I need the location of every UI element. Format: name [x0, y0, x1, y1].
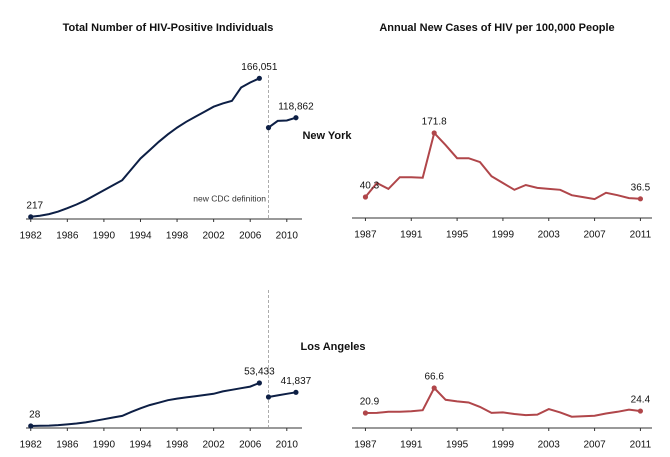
- data-label: 66.6: [424, 372, 444, 383]
- x-tick-label: 1982: [20, 440, 43, 451]
- x-tick-label: 2003: [538, 230, 561, 241]
- data-label: 171.8: [422, 117, 447, 128]
- marker: [265, 394, 272, 400]
- marker: [431, 130, 437, 136]
- data-label: 28: [29, 410, 41, 421]
- data-label: 36.5: [631, 182, 651, 193]
- x-tick-label: 2010: [276, 231, 299, 242]
- data-label: 118,862: [278, 101, 314, 112]
- x-tick-label: 2007: [583, 230, 606, 241]
- x-tick-label: 2011: [630, 440, 652, 451]
- marker: [293, 389, 299, 395]
- line: [30, 382, 260, 427]
- data-label: 53,433: [244, 367, 275, 378]
- marker: [265, 125, 272, 131]
- x-tick-label: 2002: [203, 231, 226, 242]
- x-tick-label: 1994: [129, 231, 152, 242]
- data-label: 41,837: [281, 376, 312, 387]
- marker: [28, 423, 34, 429]
- data-label: 24.4: [631, 395, 651, 406]
- marker: [637, 408, 644, 414]
- x-tick-label: 2007: [583, 440, 606, 451]
- x-tick-label: 2006: [239, 231, 262, 242]
- x-tick-label: 1998: [166, 440, 189, 451]
- marker: [362, 194, 369, 200]
- data-label: 20.9: [360, 397, 380, 408]
- chart-title: Annual New Cases of HIV per 100,000 Peop…: [379, 22, 614, 34]
- marker: [256, 380, 262, 386]
- marker: [28, 214, 34, 220]
- marker: [362, 410, 369, 416]
- x-tick-label: 1995: [446, 440, 469, 451]
- x-tick-label: 2010: [276, 440, 299, 451]
- row-label: Los Angeles: [301, 341, 366, 353]
- x-tick-label: 1999: [492, 440, 515, 451]
- marker: [293, 115, 299, 121]
- x-tick-label: 1986: [56, 440, 79, 451]
- x-tick-label: 1994: [129, 440, 152, 451]
- marker: [431, 385, 437, 391]
- annotation: new CDC definition: [193, 193, 266, 203]
- x-tick-label: 1991: [400, 440, 423, 451]
- x-tick-label: 1987: [354, 440, 377, 451]
- x-tick-label: 2006: [239, 440, 262, 451]
- data-label: 166,051: [241, 62, 278, 73]
- x-tick-label: 1982: [20, 231, 43, 242]
- x-tick-label: 1998: [166, 231, 189, 242]
- line: [268, 391, 297, 398]
- data-label: 40.3: [360, 181, 380, 192]
- row-label: New York: [302, 130, 352, 142]
- x-tick-label: 2003: [538, 440, 561, 451]
- line: [267, 116, 297, 129]
- marker: [256, 75, 262, 81]
- line: [364, 130, 641, 201]
- x-tick-label: 1999: [492, 230, 515, 241]
- data-label: 217: [26, 200, 43, 211]
- chart-title: Total Number of HIV-Positive Individuals: [63, 22, 274, 34]
- x-tick-label: 2011: [630, 230, 652, 241]
- x-tick-label: 2002: [203, 440, 226, 451]
- x-tick-label: 1991: [400, 230, 423, 241]
- marker: [637, 196, 644, 202]
- x-tick-label: 1995: [446, 230, 469, 241]
- line: [30, 77, 260, 218]
- x-tick-label: 1990: [93, 231, 116, 242]
- x-tick-label: 1986: [56, 231, 79, 242]
- x-tick-label: 1990: [93, 440, 116, 451]
- x-tick-label: 1987: [354, 230, 377, 241]
- line: [365, 386, 641, 418]
